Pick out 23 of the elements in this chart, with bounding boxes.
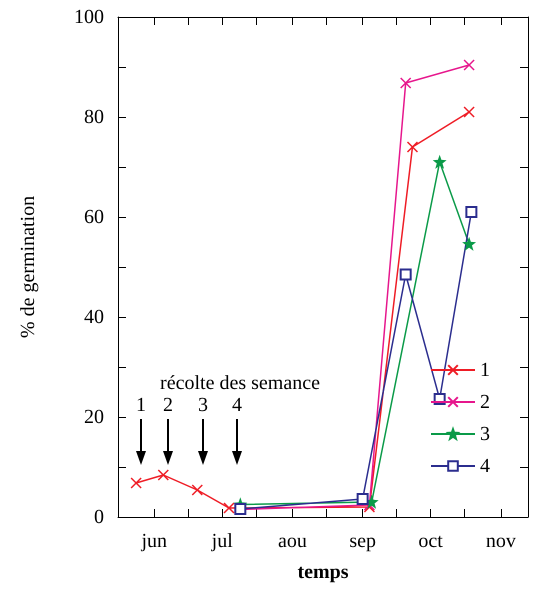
annotation: récolte des semance [160,372,320,394]
x-axis-title: temps [297,561,349,583]
y-axis-title: % de germination [17,196,39,338]
annotation: 4 [232,394,242,416]
legend-label: 3 [480,423,490,445]
annotation: 1 [136,394,146,416]
x-tick-label: aou [278,530,307,552]
x-tick-label: jun [140,530,168,552]
x-tick-label: nov [486,530,516,552]
legend-label: 4 [480,455,490,477]
x-tick-label: jul [210,530,234,552]
y-tick-label: 20 [84,406,104,428]
x-tick-label: oct [418,530,444,552]
y-tick-label: 80 [84,106,104,128]
annotation: 3 [198,394,208,416]
y-tick-label: 60 [84,206,104,228]
legend-label: 1 [480,359,490,381]
y-tick-label: 40 [84,306,104,328]
annotation: 2 [163,394,173,416]
y-tick-label: 0 [94,506,104,528]
y-tick-label: 100 [74,6,104,28]
x-tick-label: sep [349,530,376,552]
legend-label: 2 [480,391,490,413]
